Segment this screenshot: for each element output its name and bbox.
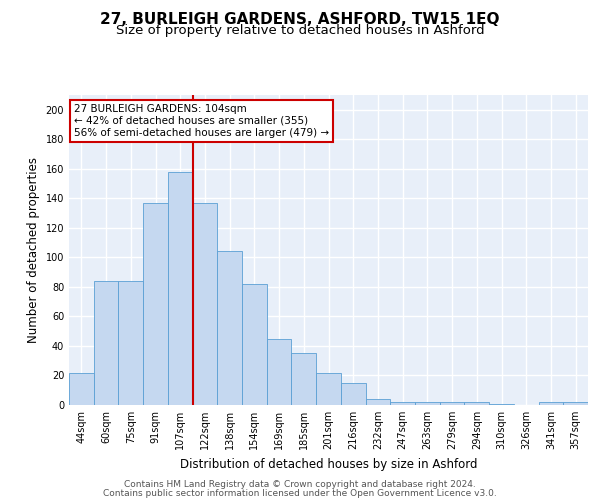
Text: Contains public sector information licensed under the Open Government Licence v3: Contains public sector information licen… (103, 488, 497, 498)
Bar (440, 402, 464, 405)
X-axis label: Distribution of detached houses by size in Ashford: Distribution of detached houses by size … (180, 458, 477, 470)
Text: 27, BURLEIGH GARDENS, ASHFORD, TW15 1EQ: 27, BURLEIGH GARDENS, ASHFORD, TW15 1EQ (100, 12, 500, 28)
Bar (217, 252, 242, 405)
Text: 27 BURLEIGH GARDENS: 104sqm
← 42% of detached houses are smaller (355)
56% of se: 27 BURLEIGH GARDENS: 104sqm ← 42% of det… (74, 104, 329, 138)
Bar (118, 281, 143, 405)
Bar (464, 402, 489, 405)
Bar (242, 284, 267, 405)
Bar (563, 402, 588, 405)
Bar (341, 383, 365, 405)
Bar (69, 372, 94, 405)
Bar (267, 338, 292, 405)
Bar (168, 172, 193, 405)
Text: Contains HM Land Registry data © Crown copyright and database right 2024.: Contains HM Land Registry data © Crown c… (124, 480, 476, 489)
Bar (539, 402, 563, 405)
Bar (365, 399, 390, 405)
Bar (316, 372, 341, 405)
Bar (94, 281, 118, 405)
Bar (415, 402, 440, 405)
Bar (143, 203, 168, 405)
Bar (489, 404, 514, 405)
Text: Size of property relative to detached houses in Ashford: Size of property relative to detached ho… (116, 24, 484, 37)
Bar (390, 402, 415, 405)
Y-axis label: Number of detached properties: Number of detached properties (27, 157, 40, 343)
Bar (292, 354, 316, 405)
Bar (193, 203, 217, 405)
